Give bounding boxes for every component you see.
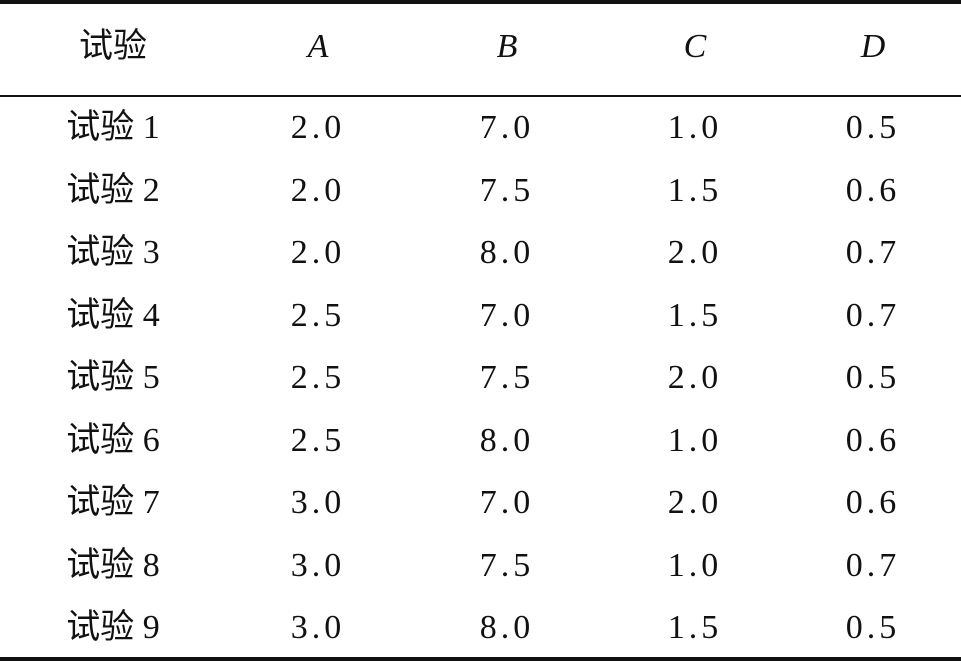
table-cell: 0.5 — [845, 359, 901, 396]
header-rule — [0, 95, 961, 97]
table-cell: 0.6 — [845, 484, 901, 521]
table-cell: 2.5 — [290, 421, 346, 459]
header-cell: B — [496, 28, 518, 65]
table-cell: 2.0 — [290, 171, 346, 209]
bottom-rule — [0, 657, 961, 661]
table-cell: 1.0 — [667, 421, 723, 459]
table-cell: 2.0 — [667, 484, 723, 521]
header-cell: 试验 — [79, 28, 147, 65]
table-cell: 7.0 — [479, 484, 535, 521]
table-cell: 试验 6 — [66, 421, 160, 459]
table-cell: 试验 7 — [66, 484, 160, 521]
table-cell: 8.0 — [479, 421, 535, 459]
header-cell: D — [860, 28, 886, 65]
table-cell: 2.0 — [290, 109, 346, 146]
table-cell: 0.7 — [845, 546, 901, 584]
table-cell: 3.0 — [290, 484, 346, 521]
table-cell: 2.0 — [290, 234, 346, 271]
table-cell: 试验 2 — [66, 171, 160, 209]
table-cell: 0.5 — [845, 609, 901, 646]
table-cell: 试验 1 — [66, 109, 160, 146]
header-cell: A — [307, 28, 329, 65]
top-rule — [0, 0, 961, 4]
table-cell: 试验 4 — [66, 296, 160, 334]
table-cell: 0.7 — [845, 296, 901, 334]
table-cell: 3.0 — [290, 609, 346, 646]
table-cell: 试验 3 — [66, 234, 160, 271]
table-cell: 0.5 — [845, 109, 901, 146]
table-cell: 7.5 — [479, 171, 535, 209]
table-cell: 1.5 — [667, 609, 723, 646]
table-cell: 试验 8 — [66, 546, 160, 584]
table-cell: 试验 9 — [66, 609, 160, 646]
table-cell: 3.0 — [290, 546, 346, 584]
table-cell: 0.6 — [845, 171, 901, 209]
table-cell: 1.5 — [667, 296, 723, 334]
header-cell: C — [683, 28, 707, 65]
table-cell: 2.5 — [290, 359, 346, 396]
table-cell: 7.5 — [479, 359, 535, 396]
table-cell: 8.0 — [479, 234, 535, 271]
table-cell: 1.5 — [667, 171, 723, 209]
table-cell: 2.5 — [290, 296, 346, 334]
table-cell: 1.0 — [667, 109, 723, 146]
table-cell: 7.0 — [479, 109, 535, 146]
table-cell: 1.0 — [667, 546, 723, 584]
table-cell: 8.0 — [479, 609, 535, 646]
table-cell: 7.5 — [479, 546, 535, 584]
table-cell: 试验 5 — [66, 359, 160, 396]
table-cell: 0.6 — [845, 421, 901, 459]
table-cell: 2.0 — [667, 359, 723, 396]
table-cell: 2.0 — [667, 234, 723, 271]
table-cell: 7.0 — [479, 296, 535, 334]
table-cell: 0.7 — [845, 234, 901, 271]
